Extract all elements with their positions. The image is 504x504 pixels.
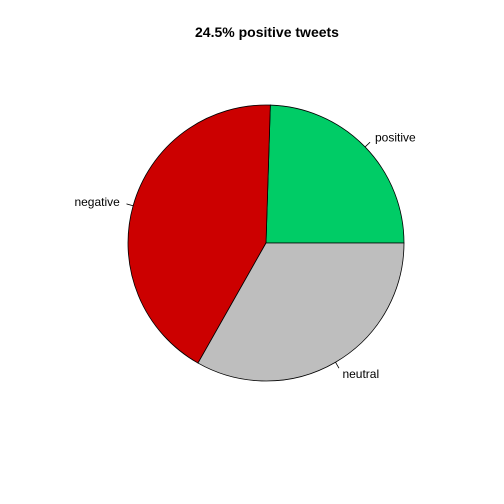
pie-label-tick-negative	[126, 203, 134, 207]
pie-slices	[127, 104, 405, 382]
pie-label-tick-neutral	[335, 362, 340, 369]
pie-label-tick-positive	[364, 141, 371, 148]
chart-title: 24.5% positive tweets	[195, 24, 339, 40]
pie-labels: positive negative neutral	[74, 130, 416, 381]
pie-slice-negative	[127, 104, 271, 364]
pie-label-negative: negative	[74, 195, 120, 209]
pie-slice-neutral	[197, 242, 405, 382]
pie-label-neutral: neutral	[342, 367, 379, 381]
pie-label-positive: positive	[375, 130, 416, 144]
pie-slice-positive	[265, 104, 405, 244]
